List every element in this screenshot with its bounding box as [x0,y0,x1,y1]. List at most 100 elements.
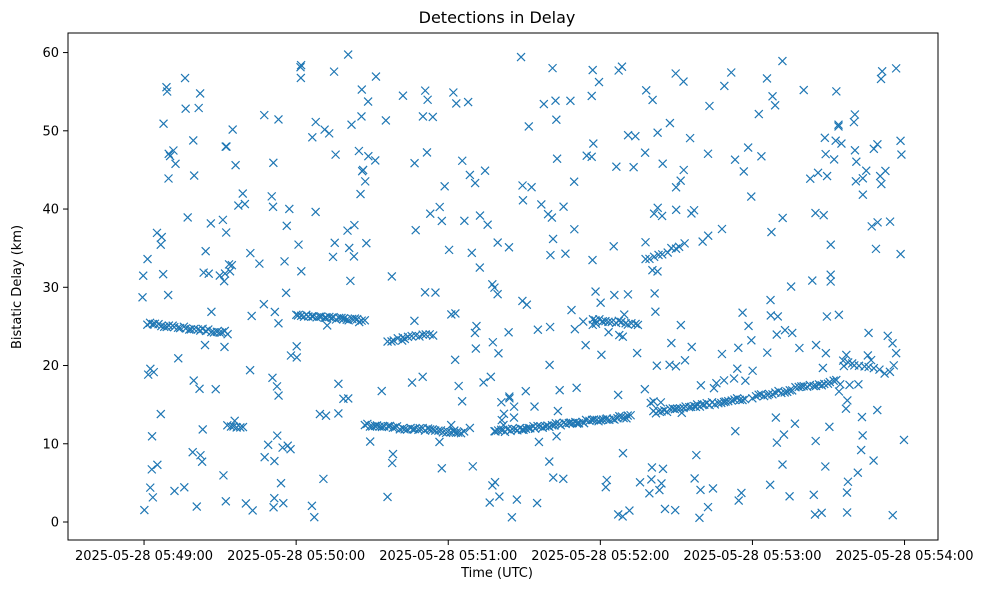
scatter-point [772,330,782,339]
scatter-point [398,332,408,342]
scatter-point [772,438,782,448]
scatter-point [451,99,461,108]
scatter-point [472,321,481,331]
scatter-points-group [138,50,909,523]
scatter-point [328,252,338,262]
scatter-point [671,69,681,78]
scatter-point [280,256,289,266]
scatter-point [869,144,879,154]
scatter-point [338,394,348,404]
scatter-point [418,372,428,382]
scatter-point [847,359,857,368]
scatter-point [864,328,873,338]
scatter-point [754,390,764,400]
scatter-point [357,316,367,326]
scatter-point [459,427,469,436]
scatter-point [383,492,392,502]
scatter-point [746,192,756,202]
scatter-point [499,420,508,430]
scatter-point [363,151,373,161]
scatter-point [660,504,670,514]
scatter-point [371,72,381,82]
scatter-point [363,97,373,107]
scatter-point [652,361,662,371]
scatter-point [383,421,393,431]
scatter-point [845,380,854,390]
scatter-point [732,393,742,403]
scatter-point [696,485,705,495]
scatter-point [545,322,555,332]
scatter-point [437,463,447,473]
y-tick-label: 0 [51,516,59,531]
scatter-point [820,462,830,471]
scatter-point [794,343,804,353]
scatter-point [272,431,282,441]
scatter-point [899,435,909,445]
scatter-point [871,244,881,254]
scatter-point [826,277,836,286]
scatter-point [487,481,497,490]
scatter-point [635,477,645,487]
scatter-point [158,269,168,279]
scatter-point [782,387,792,397]
scatter-point [826,270,836,280]
scatter-point [487,279,497,289]
scatter-point [771,413,781,422]
scatter-point [719,81,729,91]
scatter-point [680,355,690,365]
scatter-point [566,96,575,106]
scatter-point [726,68,736,77]
scatter-point [189,171,199,180]
scatter-point [602,475,612,485]
scatter-point [766,295,775,305]
scatter-point [259,299,269,309]
scatter-point [856,445,866,455]
scatter-point [785,385,795,395]
scatter-point [786,282,796,292]
scatter-point [164,174,173,183]
scatter-point [519,425,528,435]
scatter-point [834,120,843,130]
scatter-point [591,319,601,329]
scatter-point [888,510,898,520]
scatter-point [613,390,623,400]
scatter-point [665,118,675,128]
scatter-point [872,139,882,149]
scatter-point [738,308,747,318]
scatter-point [790,419,800,429]
scatter-point [486,372,496,382]
scatter-point [877,66,887,76]
scatter-point [807,276,817,285]
scatter-point [618,511,628,521]
scatter-point [647,265,657,275]
scatter-point [551,96,560,106]
scatter-point [512,495,522,505]
scatter-point [276,478,286,488]
scatter-point [170,486,179,496]
scatter-point [219,276,229,286]
y-axis-title: Bistatic Delay (km) [10,225,25,349]
scatter-point [292,341,302,351]
scatter-point [767,227,776,237]
scatter-point [465,423,475,433]
scatter-point [159,119,168,129]
scatter-point [471,344,481,353]
scatter-point [740,376,750,386]
scatter-point [274,391,283,400]
scatter-point [842,488,852,498]
scatter-point [734,496,744,505]
scatter-point [533,325,543,335]
scatter-point [138,292,147,302]
scatter-point [570,324,580,334]
x-tick-label: 2025-05-28 05:51:00 [379,549,517,564]
scatter-point [228,125,238,134]
scatter-point [530,402,539,411]
scatter-point [457,396,467,406]
scatter-point [641,85,651,95]
scatter-point [194,103,204,113]
scatter-point [183,213,193,222]
scatter-point [347,120,356,130]
scatter-point [343,226,352,236]
scatter-point [221,142,231,152]
scatter-point [278,498,288,508]
